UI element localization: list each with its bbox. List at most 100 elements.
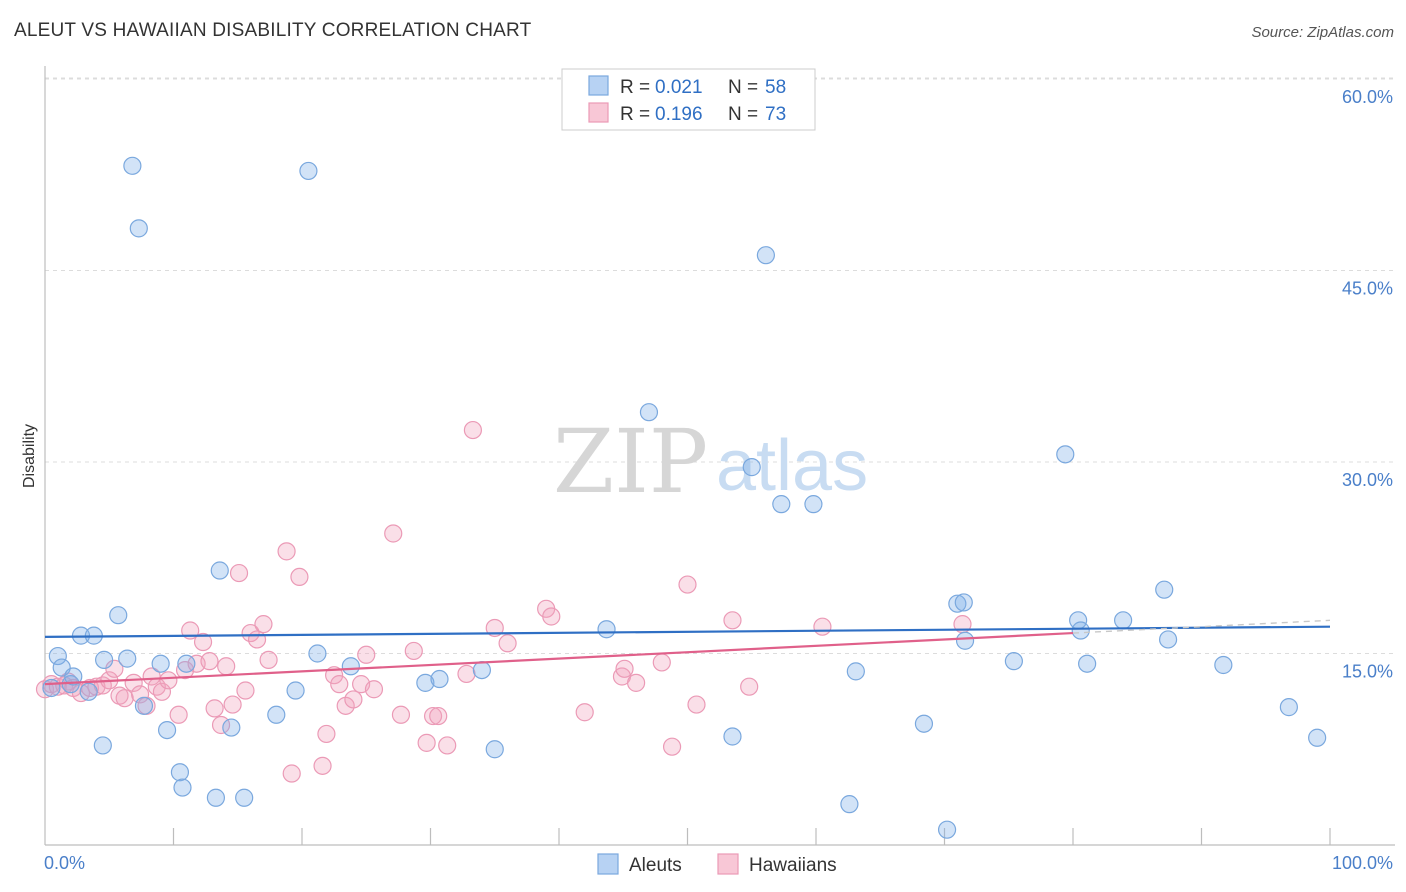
aleut-point bbox=[118, 649, 137, 668]
hawaiian-point bbox=[313, 756, 332, 775]
aleut-point bbox=[1158, 630, 1178, 649]
hawaiian-point bbox=[217, 657, 236, 676]
hawaiian-trend-line bbox=[44, 631, 1074, 686]
r-value: 0.196 bbox=[655, 104, 703, 125]
hawaiian-point bbox=[429, 706, 448, 726]
aleut-point bbox=[804, 495, 823, 514]
y-tick-label: 15.0% bbox=[1342, 662, 1393, 682]
hawaiian-point bbox=[391, 705, 411, 724]
aleut-point bbox=[1078, 654, 1097, 673]
hawaiian-trend-extension bbox=[1072, 619, 1331, 634]
hawaiian-point bbox=[159, 671, 178, 690]
hawaiian-point bbox=[152, 682, 172, 701]
legend-hawaiians-swatch bbox=[717, 853, 739, 875]
hawaiian-point bbox=[652, 653, 671, 672]
aleut-point bbox=[1214, 655, 1233, 675]
aleut-point bbox=[42, 678, 61, 698]
aleut-point bbox=[639, 403, 659, 422]
aleut-point bbox=[206, 788, 226, 807]
aleut-point bbox=[742, 458, 761, 477]
aleut-point bbox=[95, 650, 114, 669]
hawaiian-point bbox=[463, 420, 483, 440]
aleut-point bbox=[109, 606, 128, 625]
y-tick-label: 60.0% bbox=[1342, 87, 1393, 107]
trend-lines bbox=[44, 619, 1331, 686]
aleut-point bbox=[840, 795, 859, 814]
hawaiian-point bbox=[236, 681, 255, 700]
aleuts-swatch bbox=[588, 75, 609, 96]
data-points bbox=[35, 156, 1327, 839]
hawaiian-point bbox=[110, 686, 129, 705]
aleut-point bbox=[64, 667, 83, 686]
source-label: Source: ZipAtlas.com bbox=[1251, 24, 1394, 41]
hawaiian-point bbox=[344, 690, 363, 709]
hawaiian-point bbox=[417, 733, 436, 752]
aleut-point bbox=[299, 161, 318, 181]
hawaiian-point bbox=[404, 641, 423, 661]
aleut-point bbox=[472, 660, 491, 680]
hawaiian-point bbox=[662, 737, 682, 756]
aleut-point bbox=[210, 561, 229, 580]
hawaiian-point bbox=[457, 664, 476, 684]
hawaiian-point bbox=[423, 706, 443, 726]
hawaiian-point bbox=[254, 615, 273, 634]
hawaiian-point bbox=[575, 703, 594, 722]
hawaiian-point bbox=[357, 645, 376, 664]
hawaiian-point bbox=[115, 689, 134, 708]
aleut-point bbox=[772, 495, 791, 514]
r-label: R = bbox=[620, 104, 650, 125]
aleut-point bbox=[1004, 652, 1023, 671]
n-label: N = bbox=[728, 77, 758, 98]
hawaiian-point bbox=[317, 724, 336, 744]
aleut-point bbox=[177, 654, 196, 673]
hawaiian-point bbox=[229, 563, 249, 583]
legend-aleuts-swatch bbox=[597, 853, 619, 875]
aleut-point bbox=[222, 718, 241, 737]
aleut-point bbox=[1114, 611, 1133, 630]
hawaiian-point bbox=[615, 659, 634, 678]
aleut-point bbox=[756, 246, 775, 265]
aleut-point bbox=[954, 593, 973, 612]
hawaiian-point bbox=[384, 524, 403, 543]
hawaiian-point bbox=[438, 736, 457, 755]
series-legend: Aleuts Hawaiians bbox=[597, 853, 837, 876]
aleut-point bbox=[170, 763, 190, 782]
y-tick-label: 45.0% bbox=[1342, 279, 1393, 299]
aleut-point bbox=[308, 644, 327, 663]
hawaiian-point bbox=[200, 652, 219, 671]
legend-hawaiians-label: Hawaiians bbox=[749, 855, 837, 876]
hawaiian-point bbox=[71, 683, 91, 703]
hawaiian-point bbox=[130, 685, 150, 704]
stats-legend: R = 0.021 N = 58 R = 0.196 N = 73 bbox=[561, 68, 816, 131]
hawaiian-point bbox=[678, 575, 697, 594]
legend-aleuts-label: Aleuts bbox=[629, 855, 682, 876]
aleut-point bbox=[235, 788, 254, 807]
hawaiian-point bbox=[205, 699, 224, 718]
hawaiian-point bbox=[175, 660, 195, 680]
aleut-point bbox=[93, 736, 112, 755]
aleut-point bbox=[1056, 445, 1075, 464]
n-value: 73 bbox=[765, 104, 786, 125]
x-tick-label: 100.0% bbox=[1332, 853, 1393, 873]
aleut-point bbox=[267, 705, 286, 724]
hawaiian-point bbox=[105, 659, 124, 678]
aleut-point bbox=[1279, 698, 1298, 717]
aleut-point bbox=[948, 594, 967, 613]
aleut-point bbox=[1308, 728, 1327, 747]
hawaiian-point bbox=[687, 695, 706, 714]
grid bbox=[45, 77, 1395, 654]
axes bbox=[44, 66, 1395, 846]
aleut-point bbox=[341, 657, 360, 676]
aleut-point bbox=[955, 631, 975, 650]
aleut-point bbox=[123, 156, 142, 175]
hawaiian-point bbox=[277, 542, 296, 561]
aleut-point bbox=[416, 673, 435, 692]
r-value: 0.021 bbox=[655, 77, 703, 98]
r-label: R = bbox=[620, 77, 650, 98]
hawaiian-point bbox=[169, 705, 188, 724]
hawaiian-point bbox=[290, 567, 309, 587]
x-tick-label: 0.0% bbox=[44, 853, 85, 873]
aleut-point bbox=[129, 219, 148, 238]
aleut-point bbox=[48, 646, 67, 666]
